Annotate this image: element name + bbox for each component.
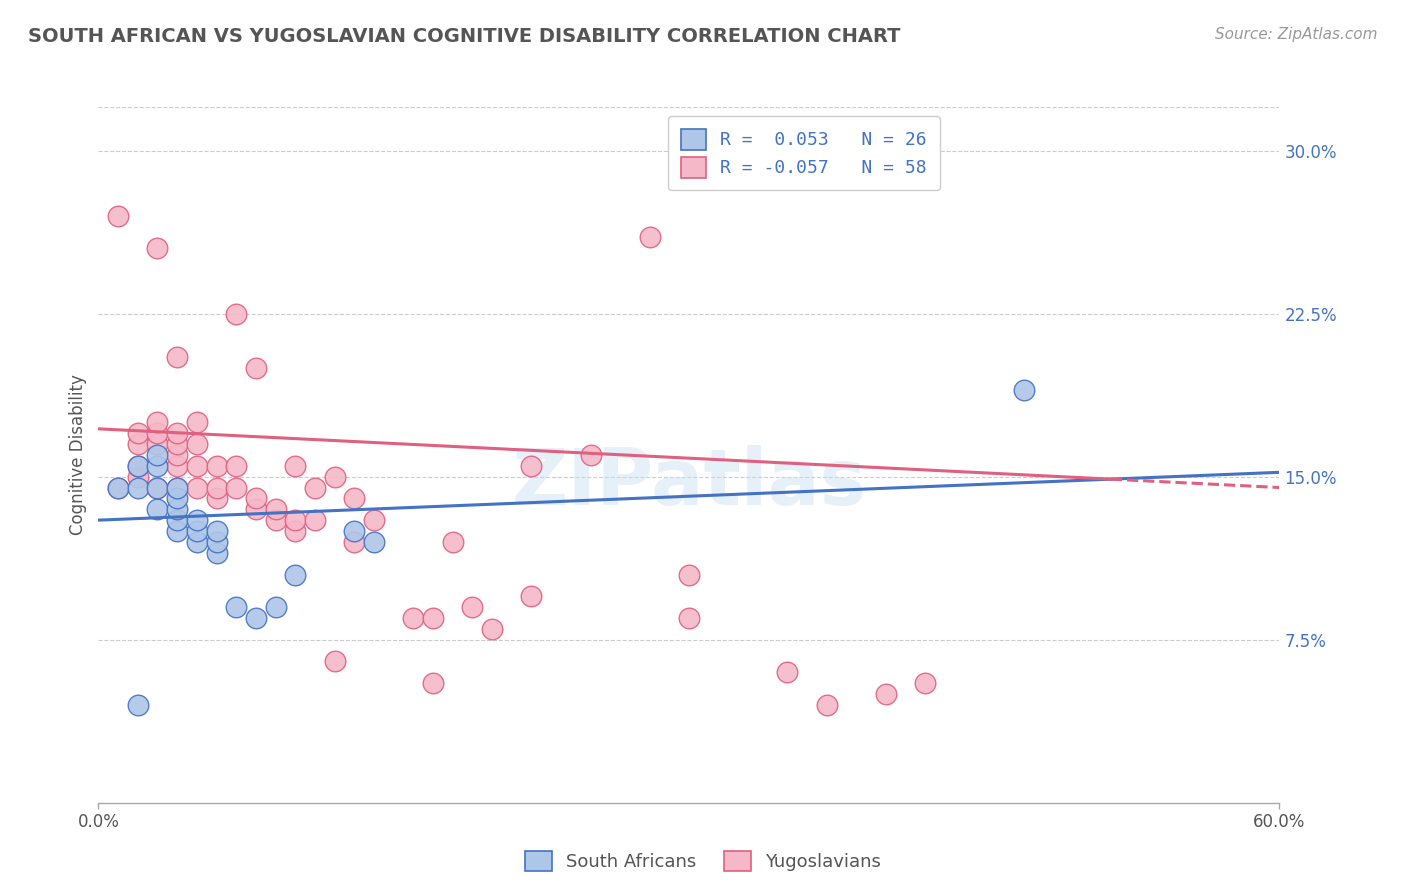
Point	[225, 458, 247, 473]
Point	[166, 458, 188, 473]
Point	[343, 535, 366, 549]
Point	[166, 350, 188, 364]
Point	[225, 307, 247, 321]
Point	[264, 513, 287, 527]
Point	[343, 491, 366, 506]
Point	[186, 535, 208, 549]
Point	[186, 415, 208, 429]
Point	[127, 481, 149, 495]
Point	[166, 491, 188, 506]
Point	[284, 567, 307, 582]
Point	[304, 481, 326, 495]
Point	[146, 481, 169, 495]
Point	[776, 665, 799, 680]
Point	[245, 491, 267, 506]
Point	[186, 481, 208, 495]
Point	[205, 524, 228, 538]
Point	[579, 448, 602, 462]
Point	[166, 502, 188, 516]
Point	[284, 458, 307, 473]
Point	[245, 502, 267, 516]
Point	[186, 513, 208, 527]
Point	[323, 469, 346, 483]
Point	[205, 535, 228, 549]
Point	[166, 426, 188, 441]
Point	[875, 687, 897, 701]
Point	[481, 622, 503, 636]
Legend: South Africans, Yugoslavians: South Africans, Yugoslavians	[517, 844, 889, 879]
Point	[422, 676, 444, 690]
Point	[166, 437, 188, 451]
Point	[638, 230, 661, 244]
Point	[363, 513, 385, 527]
Point	[166, 481, 188, 495]
Point	[146, 481, 169, 495]
Point	[264, 600, 287, 615]
Point	[205, 546, 228, 560]
Point	[441, 535, 464, 549]
Point	[127, 426, 149, 441]
Point	[146, 426, 169, 441]
Point	[205, 491, 228, 506]
Point	[107, 209, 129, 223]
Point	[323, 655, 346, 669]
Point	[146, 415, 169, 429]
Point	[166, 524, 188, 538]
Text: SOUTH AFRICAN VS YUGOSLAVIAN COGNITIVE DISABILITY CORRELATION CHART: SOUTH AFRICAN VS YUGOSLAVIAN COGNITIVE D…	[28, 27, 901, 45]
Point	[186, 524, 208, 538]
Point	[461, 600, 484, 615]
Point	[520, 589, 543, 603]
Point	[402, 611, 425, 625]
Text: Source: ZipAtlas.com: Source: ZipAtlas.com	[1215, 27, 1378, 42]
Point	[166, 448, 188, 462]
Point	[127, 469, 149, 483]
Point	[127, 437, 149, 451]
Point	[284, 524, 307, 538]
Point	[186, 458, 208, 473]
Point	[127, 458, 149, 473]
Point	[245, 611, 267, 625]
Point	[166, 481, 188, 495]
Point	[225, 600, 247, 615]
Point	[146, 502, 169, 516]
Point	[264, 502, 287, 516]
Point	[914, 676, 936, 690]
Point	[520, 458, 543, 473]
Point	[205, 458, 228, 473]
Point	[245, 360, 267, 375]
Point	[363, 535, 385, 549]
Legend: R =  0.053   N = 26, R = -0.057   N = 58: R = 0.053 N = 26, R = -0.057 N = 58	[668, 116, 939, 190]
Point	[127, 458, 149, 473]
Point	[107, 481, 129, 495]
Point	[678, 567, 700, 582]
Point	[146, 458, 169, 473]
Point	[422, 611, 444, 625]
Point	[815, 698, 838, 712]
Point	[146, 448, 169, 462]
Point	[107, 481, 129, 495]
Point	[343, 524, 366, 538]
Point	[146, 241, 169, 255]
Text: ZIPatlas: ZIPatlas	[512, 445, 866, 521]
Point	[304, 513, 326, 527]
Point	[678, 611, 700, 625]
Point	[225, 481, 247, 495]
Point	[166, 513, 188, 527]
Point	[127, 698, 149, 712]
Point	[186, 437, 208, 451]
Point	[205, 481, 228, 495]
Y-axis label: Cognitive Disability: Cognitive Disability	[69, 375, 87, 535]
Point	[1012, 383, 1035, 397]
Point	[284, 513, 307, 527]
Point	[146, 437, 169, 451]
